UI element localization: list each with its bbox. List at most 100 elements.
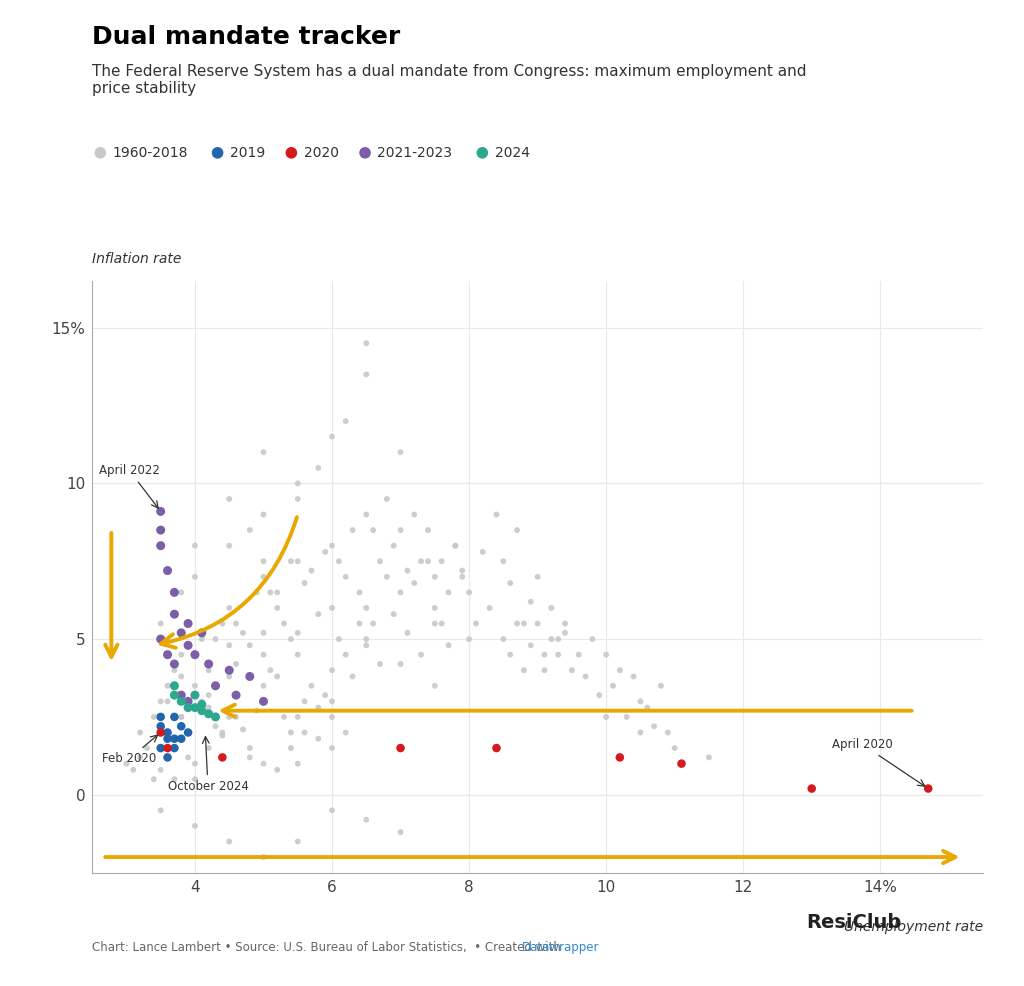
Point xyxy=(358,631,375,647)
Point xyxy=(186,687,203,703)
Point xyxy=(269,762,286,778)
Point xyxy=(283,145,300,161)
Point xyxy=(310,606,327,622)
Point xyxy=(221,669,238,684)
Point xyxy=(324,663,340,678)
Point xyxy=(255,625,271,641)
Point xyxy=(118,755,134,771)
Point xyxy=(290,553,306,569)
Point xyxy=(324,709,340,725)
Point xyxy=(324,693,340,709)
Text: Feb 2020: Feb 2020 xyxy=(102,736,158,765)
Point xyxy=(173,647,189,663)
Point xyxy=(433,615,450,631)
Point xyxy=(221,637,238,653)
Point xyxy=(207,631,223,647)
Point xyxy=(153,740,169,756)
Text: 2021-2023: 2021-2023 xyxy=(378,146,453,160)
Point xyxy=(194,703,210,719)
Point xyxy=(468,615,484,631)
Point xyxy=(502,575,518,591)
Point xyxy=(221,833,238,849)
Point xyxy=(269,669,286,684)
Point xyxy=(132,749,148,765)
Point xyxy=(358,367,375,383)
Point xyxy=(180,749,197,765)
Point xyxy=(173,669,189,684)
Point xyxy=(160,725,176,740)
Point xyxy=(160,749,176,765)
Point xyxy=(324,429,340,445)
Point xyxy=(283,631,299,647)
Point xyxy=(186,569,203,585)
Point xyxy=(447,537,464,553)
Point xyxy=(420,553,436,569)
Point xyxy=(338,413,354,429)
Point xyxy=(290,709,306,725)
Point xyxy=(379,569,395,585)
Point xyxy=(201,656,217,671)
Point xyxy=(611,749,628,765)
Point xyxy=(461,585,477,600)
Point xyxy=(310,459,327,475)
Point xyxy=(173,585,189,600)
Point xyxy=(358,335,375,351)
Point xyxy=(255,445,271,460)
Point xyxy=(537,663,553,678)
Point xyxy=(145,771,162,787)
Point xyxy=(210,145,226,161)
Point xyxy=(228,709,245,725)
Point xyxy=(180,637,197,653)
Point xyxy=(522,594,539,609)
Point xyxy=(160,749,176,765)
Point xyxy=(194,625,210,641)
Point xyxy=(221,600,238,616)
Point xyxy=(385,606,401,622)
Point xyxy=(275,709,292,725)
Point xyxy=(186,647,203,663)
Point xyxy=(605,678,622,694)
Point xyxy=(351,585,368,600)
Point xyxy=(255,755,271,771)
Point xyxy=(557,615,573,631)
Point xyxy=(180,700,197,716)
Point xyxy=(173,719,189,735)
Point xyxy=(153,523,169,538)
Point xyxy=(598,709,614,725)
Point xyxy=(201,663,217,678)
Point xyxy=(166,740,182,756)
Point xyxy=(194,696,210,712)
Point xyxy=(344,669,360,684)
Point xyxy=(160,725,176,740)
Point xyxy=(488,740,505,756)
Point xyxy=(529,615,546,631)
Point xyxy=(173,709,189,725)
Point xyxy=(310,700,327,716)
Point xyxy=(186,537,203,553)
Point xyxy=(413,553,429,569)
Point xyxy=(186,755,203,771)
Point xyxy=(598,647,614,663)
Point xyxy=(407,575,423,591)
Point xyxy=(221,663,238,678)
Point xyxy=(563,663,580,678)
Point xyxy=(153,719,169,735)
Point xyxy=(201,706,217,722)
Point xyxy=(242,523,258,538)
Point xyxy=(290,755,306,771)
Point xyxy=(262,585,279,600)
Point xyxy=(173,687,189,703)
Point xyxy=(290,491,306,507)
Point xyxy=(92,145,109,161)
Point xyxy=(255,647,271,663)
Text: 2024: 2024 xyxy=(495,146,529,160)
Point xyxy=(392,523,409,538)
Point xyxy=(132,725,148,740)
Point xyxy=(255,849,271,865)
Point xyxy=(296,575,312,591)
Point xyxy=(166,585,182,600)
Point xyxy=(221,537,238,553)
Point xyxy=(440,637,457,653)
Point xyxy=(173,731,189,746)
Point xyxy=(242,669,258,684)
